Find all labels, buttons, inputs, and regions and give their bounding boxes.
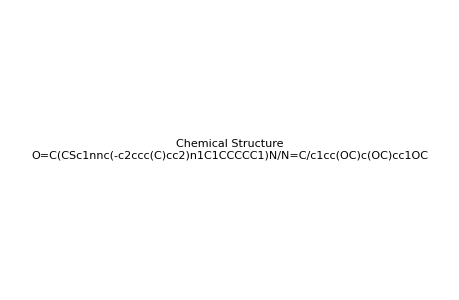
Text: Chemical Structure
O=C(CSc1nnc(-c2ccc(C)cc2)n1C1CCCCC1)N/N=C/c1cc(OC)c(OC)cc1OC: Chemical Structure O=C(CSc1nnc(-c2ccc(C)…	[31, 139, 428, 161]
